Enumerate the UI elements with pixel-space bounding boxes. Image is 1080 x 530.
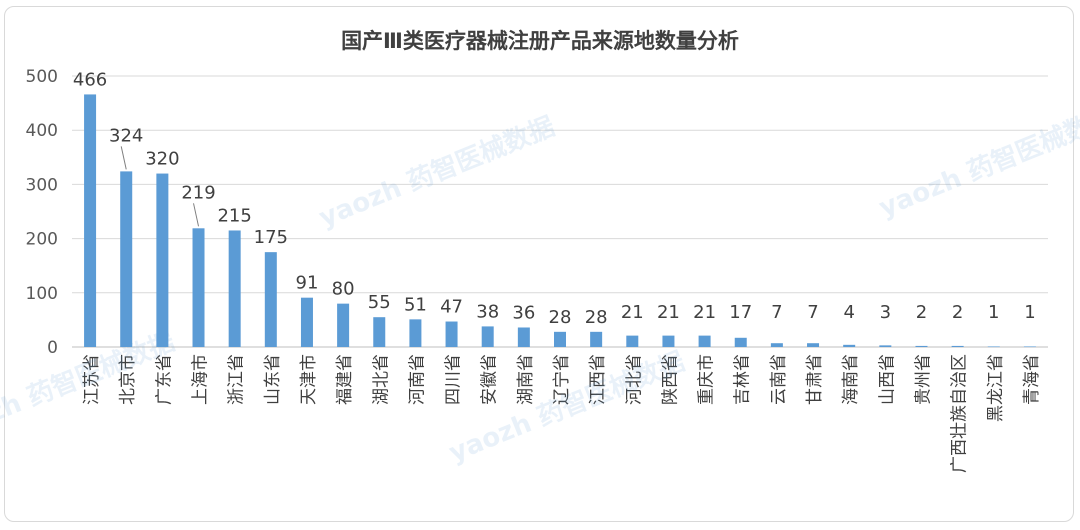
data-label: 320: [145, 149, 179, 170]
x-axis: 江苏省 北京市 广东省 上海市 浙江省 山东省 天津市 福建省 湖北省 河南省 四川省 安徽省 湖南省辽…: [82, 354, 1042, 473]
bar: [987, 346, 1000, 348]
leader-line: [120, 146, 127, 170]
data-label: 7: [771, 302, 782, 323]
y-axis: 0 100 200 300 400 500: [26, 67, 58, 358]
bar: [770, 343, 783, 347]
x-tick-label: 江西省: [588, 354, 608, 405]
bar: [626, 335, 639, 347]
y-tick-label: 200: [26, 230, 58, 250]
data-label: 2: [916, 302, 927, 323]
x-tick-label: 重庆市: [697, 354, 717, 405]
bar: [156, 173, 169, 347]
bar: [192, 228, 205, 347]
bar: [843, 344, 856, 347]
x-tick-label: 河北省: [624, 354, 644, 405]
x-tick-label: 福建省: [335, 354, 355, 405]
bar: [1023, 346, 1036, 348]
y-tick-label: 300: [26, 175, 58, 195]
x-tick-label: 山东省: [263, 354, 283, 405]
bar: [879, 345, 892, 347]
x-tick-label: 青海省: [1022, 354, 1042, 405]
y-tick-label: 500: [26, 67, 58, 87]
data-label: 80: [332, 279, 355, 300]
bar: [590, 331, 603, 347]
bar: [264, 252, 277, 347]
data-label: 21: [657, 302, 680, 323]
x-tick-label: 辽宁省: [552, 354, 572, 405]
x-tick-label: 湖南省: [516, 354, 536, 405]
bar: [554, 331, 566, 347]
x-tick-label: 云南省: [769, 354, 789, 405]
data-label: 17: [729, 302, 752, 323]
x-tick-label: 河南省: [407, 354, 427, 405]
bar: [951, 345, 964, 347]
bars: [84, 94, 1036, 348]
x-tick-label: 吉林省: [733, 354, 753, 405]
bar: [300, 297, 313, 347]
x-tick-label: 贵州省: [913, 354, 933, 405]
bar: [409, 319, 422, 347]
bar: [734, 337, 747, 347]
data-label: 4: [843, 302, 854, 323]
data-label: 215: [217, 205, 251, 226]
x-tick-label: 四川省: [444, 354, 464, 405]
bar: [120, 171, 133, 347]
bar: [662, 335, 675, 347]
bar: [84, 94, 97, 347]
data-label: 1: [988, 302, 999, 323]
data-label: 55: [368, 292, 391, 313]
x-tick-label: 海南省: [841, 354, 861, 405]
data-label: 7: [807, 302, 818, 323]
bar: [517, 327, 530, 347]
data-label: 466: [73, 69, 107, 90]
data-label: 21: [693, 302, 716, 323]
data-label: 47: [440, 297, 463, 318]
data-label: 51: [404, 294, 427, 315]
data-label: 2: [952, 302, 963, 323]
x-tick-label: 上海市: [191, 354, 211, 405]
x-tick-label: 广西壮族自治区: [950, 354, 970, 473]
data-label: 1: [1024, 302, 1035, 323]
x-tick-label: 浙江省: [227, 354, 247, 405]
x-tick-label: 甘肃省: [805, 354, 825, 405]
bar: [807, 343, 820, 347]
data-label: 36: [512, 302, 535, 323]
y-tick-label: 0: [47, 338, 58, 358]
data-label: 219: [181, 182, 215, 203]
data-label: 21: [621, 302, 644, 323]
leader-line: [193, 203, 200, 227]
bar: [373, 317, 386, 347]
x-tick-label: 湖北省: [371, 354, 391, 405]
chart-title: 国产Ⅲ类医疗器械注册产品来源地数量分析: [341, 29, 739, 53]
data-label: 28: [585, 307, 608, 328]
data-label: 3: [880, 302, 891, 323]
leader-lines: [120, 146, 200, 227]
bar: [915, 345, 928, 347]
x-tick-label: 江苏省: [82, 354, 102, 405]
x-tick-label: 安徽省: [480, 354, 500, 405]
bar: [337, 303, 350, 347]
x-tick-label: 北京市: [118, 354, 138, 405]
bar: [228, 230, 241, 347]
bar: [698, 335, 711, 347]
watermark-text: yaozh 药智医械数据: [875, 102, 1080, 224]
y-tick-label: 400: [26, 121, 58, 141]
data-label: 38: [476, 301, 499, 322]
data-label: 28: [549, 307, 572, 328]
x-tick-label: 黑龙江省: [986, 354, 1006, 422]
data-label: 324: [109, 125, 143, 146]
x-tick-label: 天津市: [299, 354, 319, 405]
chart-frame: [4, 6, 1074, 522]
data-label: 175: [254, 227, 288, 248]
x-tick-label: 广东省: [154, 354, 174, 405]
x-tick-label: 山西省: [877, 354, 897, 405]
x-tick-label: 陕西省: [660, 354, 680, 405]
data-label: 91: [296, 273, 319, 294]
bar: [445, 321, 458, 347]
bar: [481, 326, 494, 347]
y-tick-label: 100: [26, 284, 58, 304]
